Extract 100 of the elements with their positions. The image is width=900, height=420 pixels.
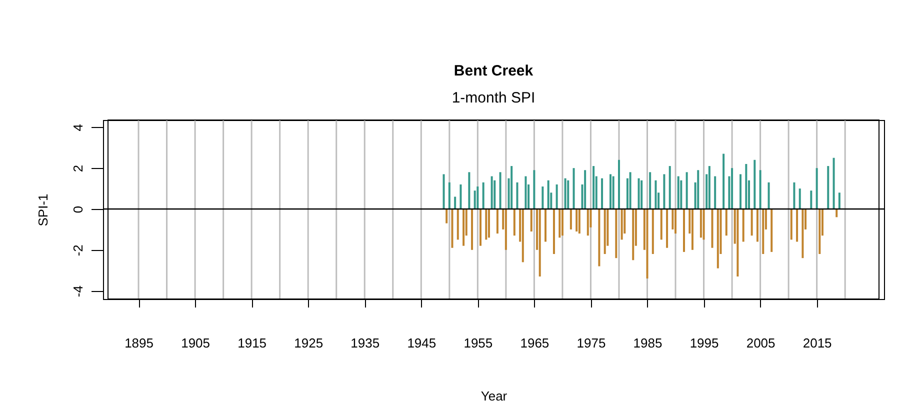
y-tick-label: -4 — [70, 286, 86, 298]
bar — [682, 208, 685, 252]
bar — [677, 176, 680, 209]
bar — [796, 208, 798, 242]
bar — [446, 208, 448, 224]
bar — [759, 170, 762, 209]
bar — [754, 160, 756, 209]
y-axis-title: SPI-1 — [36, 194, 50, 226]
x-tick-label: 2015 — [802, 336, 832, 350]
bar — [798, 188, 801, 209]
bar — [604, 208, 606, 254]
bar — [646, 208, 648, 279]
x-tick-label: 1925 — [294, 336, 324, 350]
x-tick-label: 1915 — [238, 336, 267, 350]
bar — [598, 208, 600, 266]
bar — [462, 208, 465, 246]
bar — [686, 172, 688, 209]
bar — [802, 208, 804, 258]
bar — [672, 208, 674, 230]
bar — [456, 208, 459, 240]
bar — [476, 186, 479, 209]
bar — [544, 208, 547, 242]
bar — [770, 208, 773, 252]
bar — [680, 180, 682, 209]
x-tick-label: 1955 — [464, 336, 493, 350]
x-tick-label: 1965 — [520, 336, 550, 350]
bar — [700, 208, 702, 238]
bar — [460, 184, 462, 209]
bar — [722, 154, 725, 209]
bar — [494, 180, 496, 209]
bar — [663, 174, 666, 209]
bar — [615, 208, 618, 258]
bar — [547, 180, 550, 209]
y-tick-label: -2 — [70, 244, 86, 256]
x-tick-label: 2005 — [746, 336, 776, 350]
bar — [649, 172, 652, 209]
bar — [832, 158, 835, 209]
bar — [632, 208, 634, 260]
bar — [652, 208, 654, 254]
bar — [674, 208, 677, 234]
bar — [620, 208, 623, 240]
x-tick-label: 1995 — [690, 336, 719, 350]
bar — [482, 182, 484, 209]
bar — [827, 166, 830, 209]
bar — [567, 180, 570, 209]
bar — [576, 208, 578, 232]
bar — [496, 208, 498, 234]
bar — [818, 208, 821, 254]
bar — [454, 196, 456, 209]
bar — [601, 178, 604, 209]
bar — [668, 166, 671, 209]
bar — [524, 176, 527, 209]
bar — [793, 182, 796, 209]
bar — [711, 208, 714, 248]
bar — [638, 178, 640, 209]
bar — [742, 208, 744, 242]
bar — [586, 208, 589, 236]
bar — [448, 182, 450, 209]
x-tick-label: 1905 — [181, 336, 210, 350]
chart-title: Bent Creek — [454, 62, 534, 80]
bar — [666, 208, 668, 248]
bar — [612, 176, 614, 209]
bar — [836, 208, 838, 218]
bar — [592, 166, 595, 209]
bar — [556, 184, 558, 209]
chart-subtitle: 1-month SPI — [452, 89, 536, 106]
bar — [490, 176, 493, 209]
bar — [564, 178, 566, 209]
bar — [471, 208, 474, 250]
bar — [745, 164, 748, 209]
bar — [731, 168, 734, 209]
bar — [558, 208, 561, 238]
bar — [654, 180, 657, 209]
bar — [570, 208, 572, 230]
bar — [542, 186, 544, 209]
bar — [468, 172, 470, 209]
bar — [442, 174, 445, 209]
x-tick-label: 1895 — [124, 336, 154, 350]
x-tick-label: 1935 — [350, 336, 380, 350]
bar — [533, 170, 536, 209]
bar — [790, 208, 792, 240]
bar — [561, 208, 564, 236]
bar — [660, 208, 662, 240]
bar — [610, 174, 612, 209]
bar — [691, 208, 694, 250]
bar — [816, 168, 818, 209]
bar — [504, 208, 507, 250]
bar — [740, 174, 742, 209]
bar — [488, 208, 490, 238]
bar — [538, 208, 541, 276]
bar — [618, 160, 620, 209]
bar — [499, 172, 502, 209]
bar — [516, 182, 518, 209]
bar — [451, 208, 454, 248]
bar — [584, 170, 586, 209]
bar — [474, 190, 476, 209]
y-tick-label: 0 — [70, 206, 86, 214]
bar — [578, 208, 580, 234]
bar — [697, 170, 700, 209]
y-tick-label: 2 — [70, 164, 86, 172]
